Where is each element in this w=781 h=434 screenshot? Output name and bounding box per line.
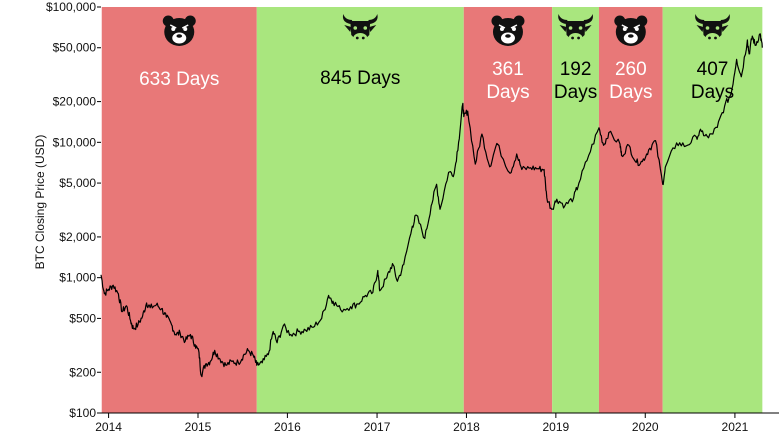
phase-icons [162,14,730,46]
bull-head-icon [558,14,593,43]
y-tick-label: $50,000 [53,41,97,55]
phase-band-bull [552,7,599,413]
phase-labels: 633 Days 845 Days 361Days192Days260Days407… [139,59,734,103]
phase-bands [101,7,763,413]
bull-head-icon [695,14,730,43]
x-tick-label: 2017 [364,420,391,434]
phase-band-bear [101,7,257,413]
x-tick-label: 2018 [453,420,480,434]
x-tick-label: 2019 [543,420,570,434]
y-tick-label: $100 [69,406,96,420]
y-tick-label: $100,000 [46,0,96,14]
axes: $100 $200 $500 $1,000 $2,000 $5,000 $10,000 $20… [46,0,779,434]
phase-band-bear [463,7,553,413]
y-axis-label: BTC Closing Price (USD) [33,135,47,270]
x-tick-label: 2021 [722,420,749,434]
phase-duration-label: 845 Days [320,68,400,89]
phase-duration-label: 633 Days [139,69,219,90]
phase-band-bear [598,7,663,413]
phase-band-bull [662,7,763,413]
phase-duration-label: Days [691,82,734,103]
phase-duration-label: 407 [697,59,729,80]
x-tick-label: 2020 [632,420,659,434]
y-tick-label: $10,000 [53,135,97,149]
bear-face-icon [491,15,525,46]
phase-duration-label: Days [609,82,652,103]
x-tick-label: 2015 [185,420,212,434]
y-tick-label: $5,000 [59,176,96,190]
x-tick-label: 2016 [274,420,301,434]
y-tick-label: $2,000 [59,230,96,244]
price-line-layer [100,33,763,378]
bear-face-icon [162,15,196,46]
y-tick-label: $200 [69,365,96,379]
phase-band-bull [256,7,464,413]
phase-duration-label: 361 [492,59,524,80]
phase-duration-label: 192 [560,59,592,80]
x-tick-label: 2014 [95,420,122,434]
phase-duration-label: Days [554,82,597,103]
bull-head-icon [342,14,378,43]
phase-duration-label: Days [486,82,529,103]
bear-face-icon [614,15,648,46]
phase-duration-label: 260 [615,59,647,80]
y-tick-label: $1,000 [59,271,96,285]
y-tick-label: $20,000 [53,95,97,109]
y-tick-label: $500 [69,311,96,325]
btc-price-line [100,33,763,378]
